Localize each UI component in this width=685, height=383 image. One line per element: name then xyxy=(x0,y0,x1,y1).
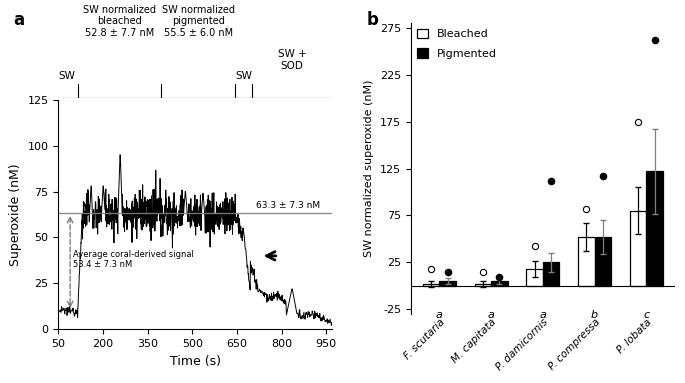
Text: b: b xyxy=(591,310,598,320)
Bar xyxy=(578,237,595,286)
Point xyxy=(581,206,592,212)
Bar xyxy=(423,284,440,286)
Y-axis label: Superoxide (nM): Superoxide (nM) xyxy=(9,163,22,266)
Point xyxy=(477,269,488,275)
Point xyxy=(443,269,453,275)
Bar xyxy=(440,281,456,286)
Text: SW +
SOD: SW + SOD xyxy=(277,49,306,71)
Bar xyxy=(526,269,543,286)
Text: b: b xyxy=(366,11,378,29)
Text: 63.3 ± 7.3 nM: 63.3 ± 7.3 nM xyxy=(256,201,321,210)
Point xyxy=(649,37,660,43)
Text: c: c xyxy=(643,310,649,320)
X-axis label: Time (s): Time (s) xyxy=(170,355,221,368)
Point xyxy=(597,173,608,179)
Bar xyxy=(543,262,560,286)
Text: SW normalized
bleached
52.8 ± 7.7 nM: SW normalized bleached 52.8 ± 7.7 nM xyxy=(83,5,155,38)
Legend: Bleached, Pigmented: Bleached, Pigmented xyxy=(416,29,497,59)
Text: a: a xyxy=(14,11,25,29)
Text: a: a xyxy=(539,310,547,320)
Point xyxy=(425,266,436,272)
Bar xyxy=(646,171,663,286)
Text: SW normalized
pigmented
55.5 ± 6.0 nM: SW normalized pigmented 55.5 ± 6.0 nM xyxy=(162,5,235,38)
Text: a: a xyxy=(488,310,495,320)
Point xyxy=(494,273,505,280)
Point xyxy=(529,243,540,249)
Y-axis label: SW normalized superoxide (nM): SW normalized superoxide (nM) xyxy=(364,80,375,257)
Bar xyxy=(491,281,508,286)
Point xyxy=(632,118,643,124)
Point xyxy=(546,178,557,184)
Text: Average coral-derived signal
53.4 ± 7.3 nM: Average coral-derived signal 53.4 ± 7.3 … xyxy=(73,250,194,269)
Text: SW: SW xyxy=(59,71,75,81)
Text: a: a xyxy=(436,310,443,320)
Bar xyxy=(475,284,491,286)
Bar xyxy=(630,211,646,286)
Text: SW: SW xyxy=(235,71,252,81)
Bar xyxy=(595,237,611,286)
